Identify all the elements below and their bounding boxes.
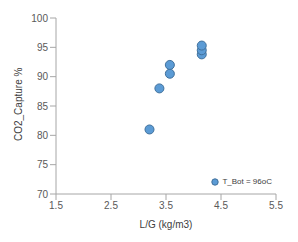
svg-text:75: 75 (37, 159, 49, 170)
html-text:T_Bot = 96oC: T_Bot = 96oC (222, 177, 272, 186)
svg-text:5.5: 5.5 (269, 200, 283, 211)
svg-text:90: 90 (37, 71, 49, 82)
svg-text:3.5: 3.5 (159, 200, 173, 211)
svg-text:100: 100 (31, 13, 48, 24)
svg-text:CO2_Capture %: CO2_Capture % (13, 68, 24, 141)
svg-text:85: 85 (37, 101, 49, 112)
svg-text:80: 80 (37, 130, 49, 141)
svg-text:1.5: 1.5 (49, 200, 63, 211)
svg-text:L/G (kg/m3): L/G (kg/m3) (140, 219, 193, 230)
svg-text:70: 70 (37, 189, 49, 200)
svg-text:95: 95 (37, 42, 49, 53)
svg-text:2.5: 2.5 (104, 200, 118, 211)
svg-text:4.5: 4.5 (214, 200, 228, 211)
